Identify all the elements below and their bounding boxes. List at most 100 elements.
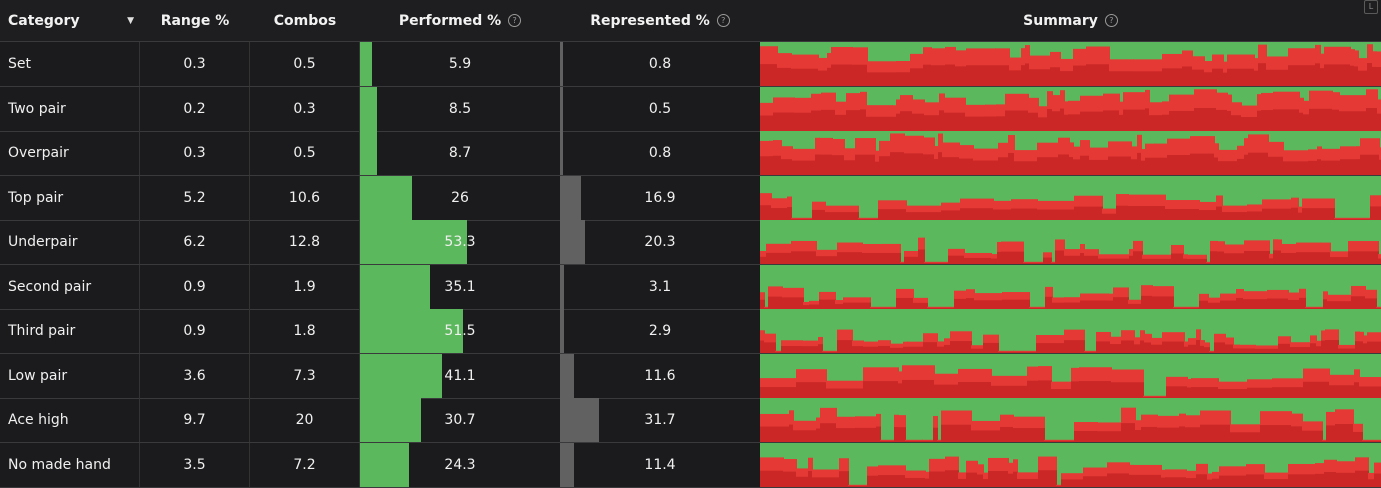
category-header-label: Category	[8, 12, 80, 29]
category-label: Top pair	[8, 189, 64, 206]
category-label: Two pair	[8, 100, 66, 117]
performed-cell: 24.3	[360, 442, 560, 487]
range-value: 0.2	[183, 100, 206, 117]
table-row[interactable]: Set 0.3 0.5 5.9 0.8	[0, 42, 1381, 87]
table-row[interactable]: Two pair 0.2 0.3 8.5 0.5	[0, 86, 1381, 132]
corner-tag-icon[interactable]: L	[1364, 0, 1378, 14]
represented-cell: 16.9	[560, 175, 760, 220]
performed-header[interactable]: Performed % ?	[360, 0, 560, 41]
performed-cell: 53.3	[360, 220, 560, 264]
help-circle-icon[interactable]: ?	[716, 14, 730, 27]
category-cell: Top pair	[0, 175, 140, 220]
range-value: 0.3	[183, 145, 206, 161]
represented-bar	[560, 42, 563, 86]
combos-value: 7.3	[293, 367, 316, 384]
category-cell: No made hand	[0, 442, 140, 487]
summary-chart	[760, 398, 1381, 442]
combos-cell: 0.3	[250, 86, 360, 131]
performed-bar	[360, 131, 378, 175]
range-header[interactable]: Range %	[140, 0, 250, 41]
category-label: Second pair	[8, 278, 92, 295]
category-label: Low pair	[8, 367, 68, 384]
table-row[interactable]: Underpair 6.2 12.8 53.3 20.3	[0, 220, 1381, 265]
summary-strip	[760, 42, 1381, 86]
represented-bar	[560, 220, 586, 264]
category-label: Overpair	[8, 145, 69, 161]
combos-cell: 10.6	[250, 175, 360, 220]
category-header[interactable]: Category ▼	[0, 0, 140, 41]
category-label: Third pair	[8, 323, 76, 339]
category-cell: Set	[0, 42, 140, 86]
represented-header-label: Represented %	[590, 12, 710, 29]
summary-strip	[760, 131, 1381, 175]
summary-strip	[760, 220, 1381, 264]
category-label: No made hand	[8, 456, 111, 473]
summary-chart	[760, 264, 1381, 309]
performed-header-label: Performed %	[398, 12, 502, 29]
represented-cell: 3.1	[560, 264, 760, 309]
performed-bar	[360, 309, 463, 353]
range-header-label: Range %	[160, 12, 230, 29]
range-value: 0.9	[183, 323, 206, 339]
represented-bar	[560, 398, 600, 442]
summary-strip	[760, 353, 1381, 398]
table-row[interactable]: Low pair 3.6 7.3 41.1 11.6	[0, 353, 1381, 399]
combos-cell: 7.3	[250, 353, 360, 398]
performed-cell: 8.5	[360, 86, 560, 131]
performed-cell: 5.9	[360, 42, 560, 86]
table-header: Category ▼ Range % Combos Performed % ? …	[0, 0, 1381, 42]
table-row[interactable]: Second pair 0.9 1.9 35.1 3.1	[0, 264, 1381, 310]
category-cell: Third pair	[0, 309, 140, 353]
represented-cell: 0.8	[560, 42, 760, 86]
help-circle-icon[interactable]: ?	[1104, 14, 1118, 27]
combos-cell: 20	[250, 398, 360, 442]
table-row[interactable]: Third pair 0.9 1.8 51.5 2.9	[0, 309, 1381, 354]
table-row[interactable]: Overpair 0.3 0.5 8.7 0.8	[0, 131, 1381, 176]
performed-value: 53.3	[444, 234, 476, 250]
represented-bar	[560, 353, 575, 398]
summary-chart	[760, 42, 1381, 86]
performed-value: 51.5	[444, 323, 476, 339]
performed-value: 26	[451, 189, 469, 206]
range-value: 6.2	[183, 234, 206, 250]
table-row[interactable]: Ace high 9.7 20 30.7 31.7	[0, 398, 1381, 443]
range-cell: 3.5	[140, 442, 250, 487]
category-cell: Ace high	[0, 398, 140, 442]
summary-strip	[760, 442, 1381, 487]
represented-bar	[560, 86, 563, 131]
range-value: 5.2	[183, 189, 206, 206]
summary-chart	[760, 86, 1381, 131]
combos-cell: 12.8	[250, 220, 360, 264]
table-row[interactable]: Top pair 5.2 10.6 26 16.9	[0, 175, 1381, 221]
caret-down-icon[interactable]: ▼	[127, 15, 134, 26]
represented-value: 0.8	[648, 145, 672, 161]
summary-chart	[760, 175, 1381, 220]
summary-chart	[760, 131, 1381, 175]
table-row[interactable]: No made hand 3.5 7.2 24.3 11.4	[0, 442, 1381, 488]
help-circle-icon[interactable]: ?	[508, 14, 522, 27]
performed-bar	[360, 264, 431, 309]
represented-value: 16.9	[644, 189, 676, 206]
represented-bar	[560, 175, 581, 220]
represented-cell: 2.9	[560, 309, 760, 353]
category-cell: Overpair	[0, 131, 140, 175]
combos-value: 10.6	[288, 189, 321, 206]
represented-header[interactable]: Represented % ?	[560, 0, 760, 41]
range-cell: 5.2	[140, 175, 250, 220]
combos-header[interactable]: Combos	[250, 0, 360, 41]
represented-value: 11.6	[644, 367, 676, 384]
combos-header-label: Combos	[273, 12, 337, 29]
represented-bar	[560, 264, 564, 309]
represented-value: 11.4	[644, 456, 676, 473]
category-cell: Underpair	[0, 220, 140, 264]
category-label: Ace high	[8, 412, 69, 428]
combos-value: 1.9	[293, 278, 316, 295]
combos-value: 7.2	[293, 456, 316, 473]
performed-bar	[360, 398, 422, 442]
performed-cell: 51.5	[360, 309, 560, 353]
represented-bar	[560, 309, 564, 353]
range-cell: 0.3	[140, 42, 250, 86]
represented-cell: 0.8	[560, 131, 760, 175]
range-value: 9.7	[183, 412, 206, 428]
summary-chart	[760, 442, 1381, 487]
